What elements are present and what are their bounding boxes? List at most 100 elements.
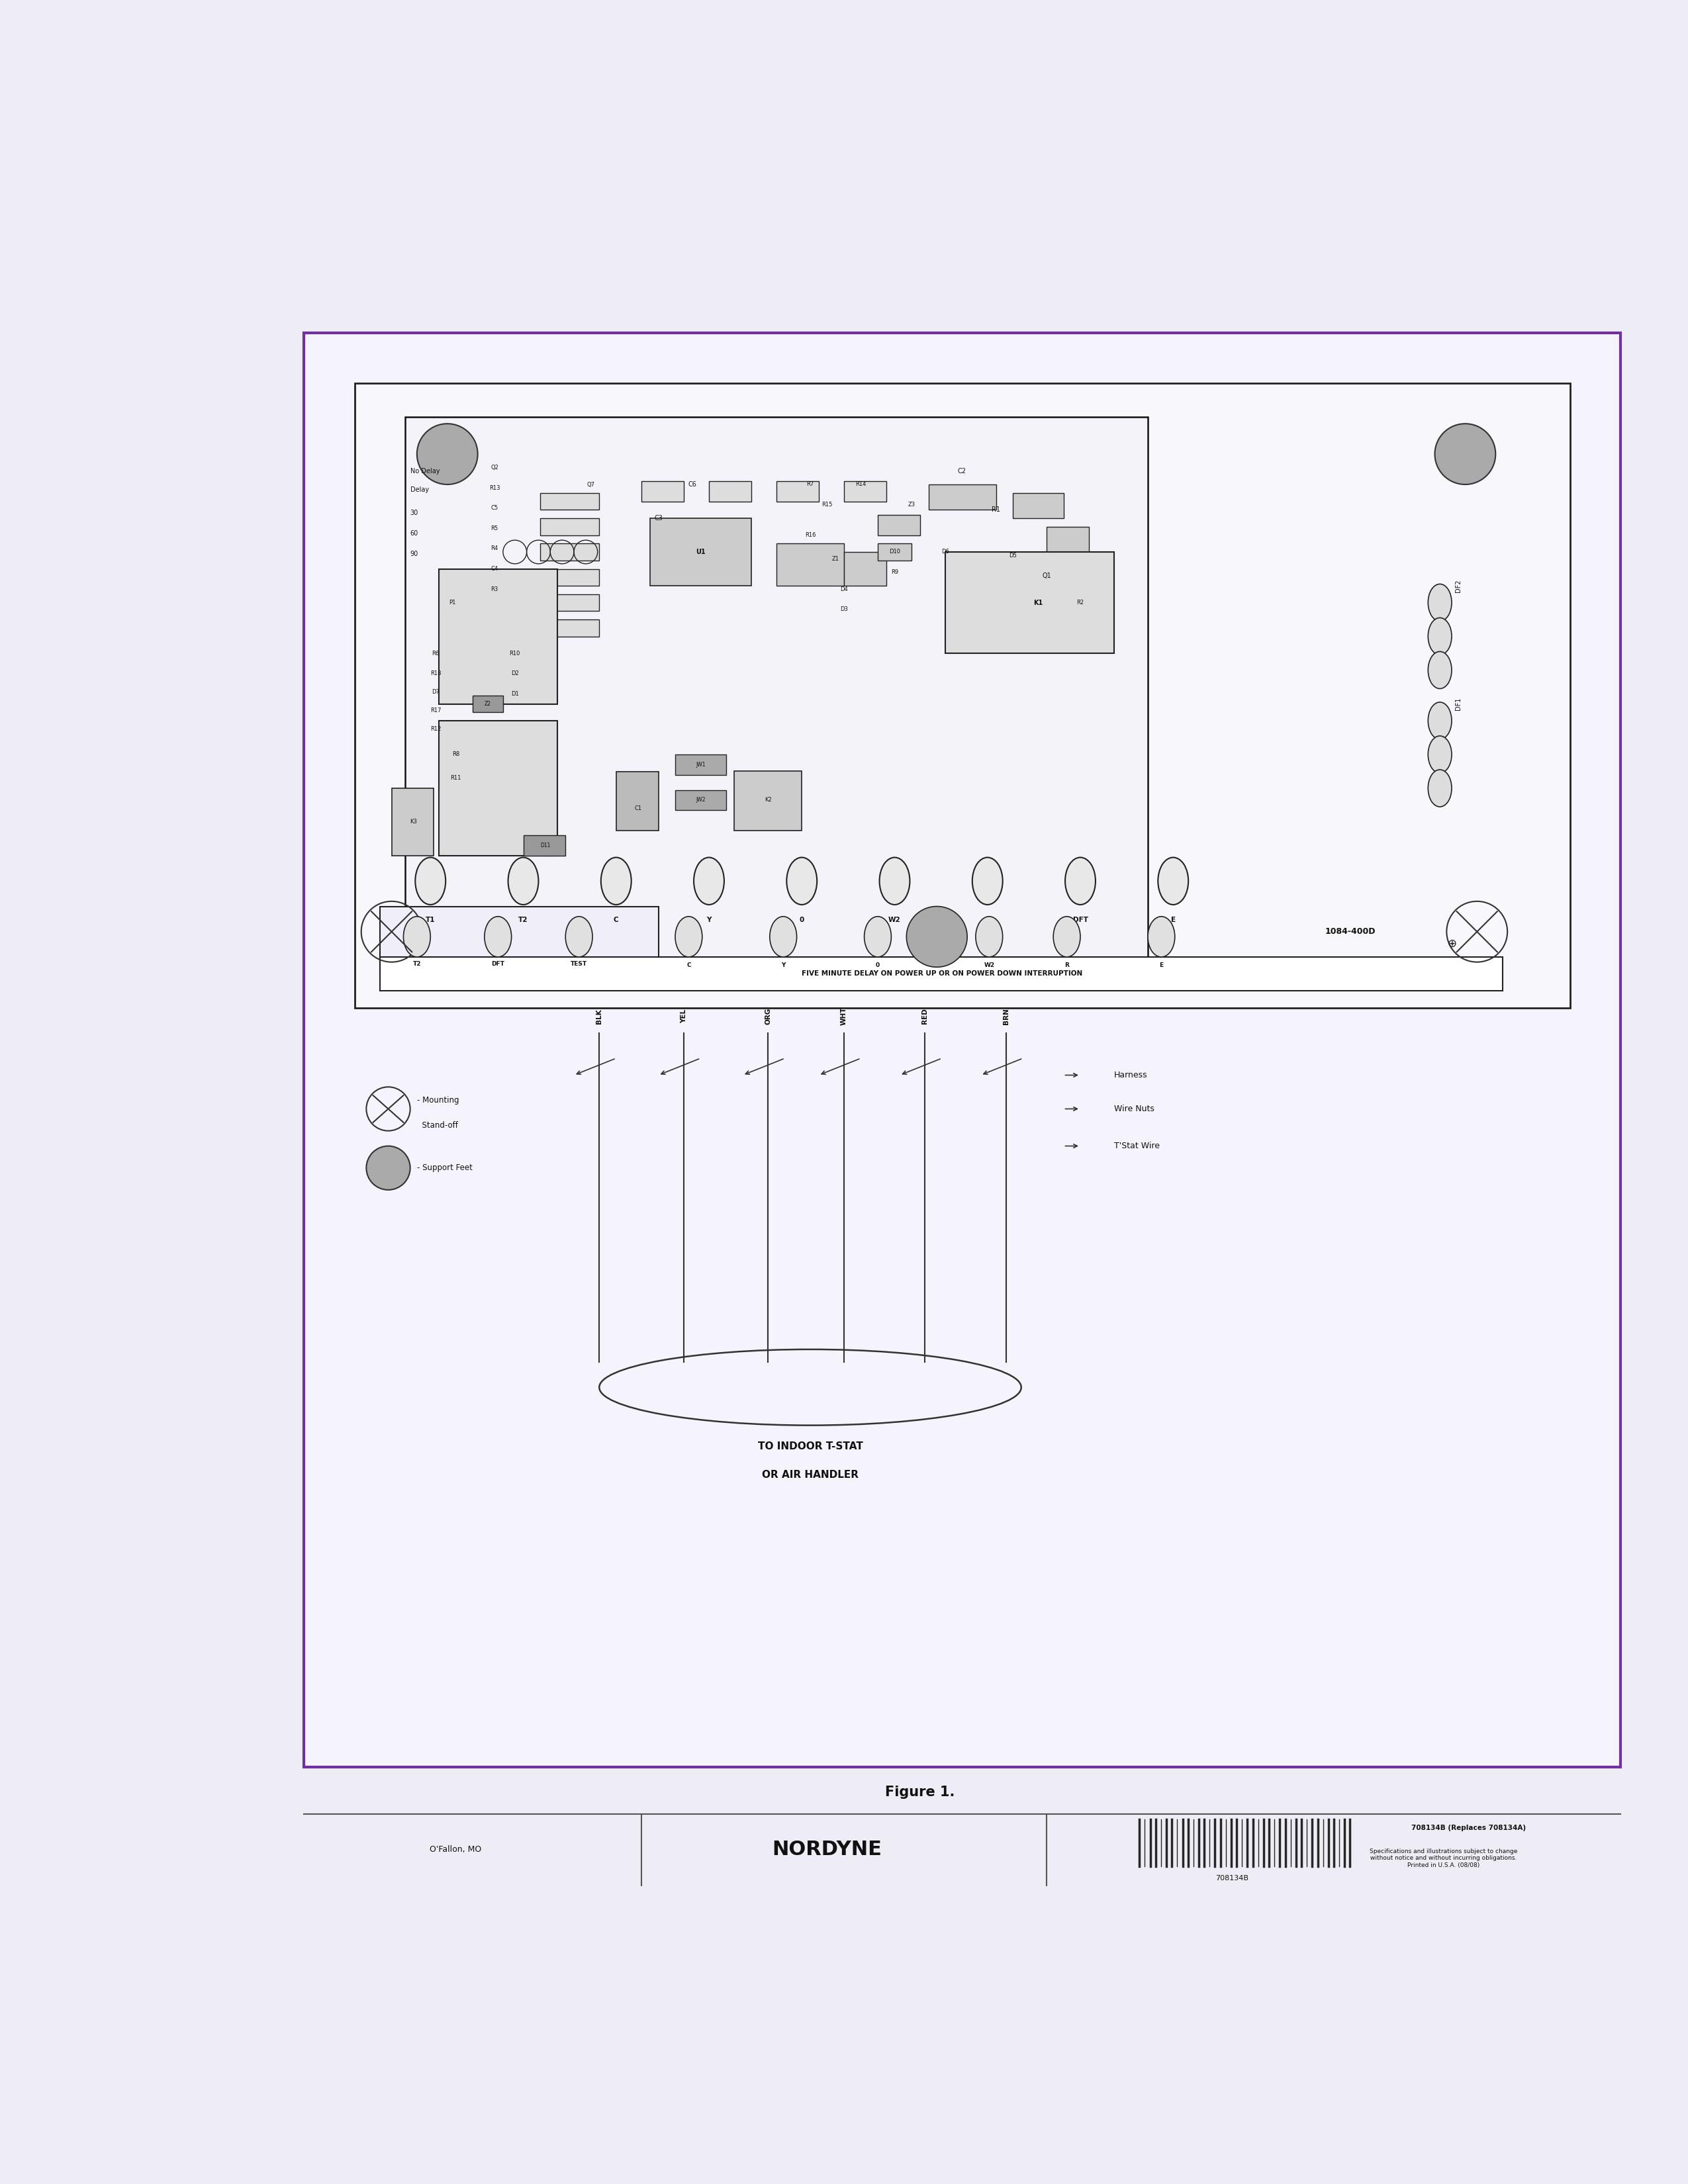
Text: R12: R12 [430,725,441,732]
Bar [844,553,886,585]
FancyBboxPatch shape [439,568,557,703]
Bar [1047,526,1089,553]
Bar [540,494,599,509]
Text: ⊕: ⊕ [1447,937,1457,950]
Text: T2: T2 [414,961,420,968]
Bar [540,620,599,636]
Ellipse shape [787,858,817,904]
Text: C5: C5 [491,505,498,511]
Text: Q2: Q2 [491,465,498,470]
Text: NORDYNE: NORDYNE [771,1841,883,1859]
FancyBboxPatch shape [734,771,802,830]
Bar [928,485,996,509]
Bar [878,544,912,561]
FancyBboxPatch shape [392,788,434,856]
FancyBboxPatch shape [523,836,565,856]
Text: R2: R2 [1077,601,1084,605]
Text: - Support Feet: - Support Feet [417,1164,473,1173]
Ellipse shape [508,858,538,904]
Text: C: C [614,917,618,924]
Ellipse shape [976,917,1003,957]
Text: C6: C6 [687,480,697,487]
Bar [675,791,726,810]
Ellipse shape [1428,769,1452,806]
Text: 30: 30 [410,509,419,515]
Text: BRN: BRN [1003,1007,1009,1024]
Text: R5: R5 [491,526,498,531]
Text: R16: R16 [805,533,815,537]
Text: DF2: DF2 [1455,579,1462,592]
Ellipse shape [770,917,797,957]
Text: O'Fallon, MO: O'Fallon, MO [430,1845,481,1854]
Bar [1013,494,1063,518]
Text: D7: D7 [432,690,439,695]
Text: RED: RED [922,1009,928,1024]
Ellipse shape [675,917,702,957]
FancyBboxPatch shape [473,695,503,712]
Text: R3: R3 [491,585,498,592]
FancyBboxPatch shape [945,553,1114,653]
Ellipse shape [1065,858,1096,904]
Text: JW1: JW1 [695,762,706,767]
Text: R14: R14 [856,480,866,487]
Text: R1: R1 [991,507,1001,513]
Text: BLK: BLK [596,1009,603,1024]
Text: Y: Y [782,963,785,968]
Text: Figure 1.: Figure 1. [885,1787,955,1800]
Text: TO INDOOR T-STAT: TO INDOOR T-STAT [758,1441,863,1452]
Text: Stand-off: Stand-off [417,1120,457,1129]
Ellipse shape [484,917,511,957]
Text: 0: 0 [800,917,803,924]
Ellipse shape [694,858,724,904]
Text: U1: U1 [695,548,706,555]
Text: Harness: Harness [1114,1070,1148,1079]
Text: Z2: Z2 [484,701,491,708]
Text: C2: C2 [957,467,967,474]
Text: R9: R9 [891,570,898,574]
Ellipse shape [972,858,1003,904]
Text: T'Stat Wire: T'Stat Wire [1114,1142,1160,1151]
Text: C1: C1 [635,806,641,812]
Text: D5: D5 [1009,553,1016,559]
FancyBboxPatch shape [439,721,557,856]
Ellipse shape [565,917,592,957]
Bar [540,594,599,612]
Text: K3: K3 [410,819,417,826]
FancyBboxPatch shape [354,382,1570,1007]
Text: W2: W2 [888,917,901,924]
Text: T2: T2 [518,917,528,924]
Text: R8: R8 [452,751,459,758]
Text: Delay: Delay [410,487,429,494]
Text: R4: R4 [491,546,498,553]
Ellipse shape [601,858,631,904]
Text: D10: D10 [890,548,900,555]
Text: T1: T1 [425,917,436,924]
Text: C4: C4 [491,566,498,572]
Bar [540,568,599,585]
Bar [844,480,886,502]
Circle shape [906,906,967,968]
Text: ORG: ORG [765,1007,771,1024]
Text: W2: W2 [984,963,994,968]
FancyBboxPatch shape [650,518,751,585]
Text: Specifications and illustrations subject to change
without notice and without in: Specifications and illustrations subject… [1369,1848,1518,1867]
Text: C: C [687,963,690,968]
Circle shape [1435,424,1496,485]
Ellipse shape [1428,736,1452,773]
Text: - Mounting: - Mounting [417,1096,459,1105]
Text: 1084-400D: 1084-400D [1325,928,1376,937]
Text: E: E [1171,917,1175,924]
Ellipse shape [1148,917,1175,957]
Text: R10: R10 [510,651,520,655]
Bar [540,544,599,561]
Text: DFT: DFT [491,961,505,968]
Text: 708134B: 708134B [1215,1876,1249,1883]
Text: Z1: Z1 [832,555,839,561]
Text: Y: Y [707,917,711,924]
Text: D1: D1 [511,690,518,697]
Ellipse shape [1053,917,1080,957]
Text: D3: D3 [841,607,847,612]
Ellipse shape [879,858,910,904]
Ellipse shape [415,858,446,904]
Ellipse shape [1158,858,1188,904]
